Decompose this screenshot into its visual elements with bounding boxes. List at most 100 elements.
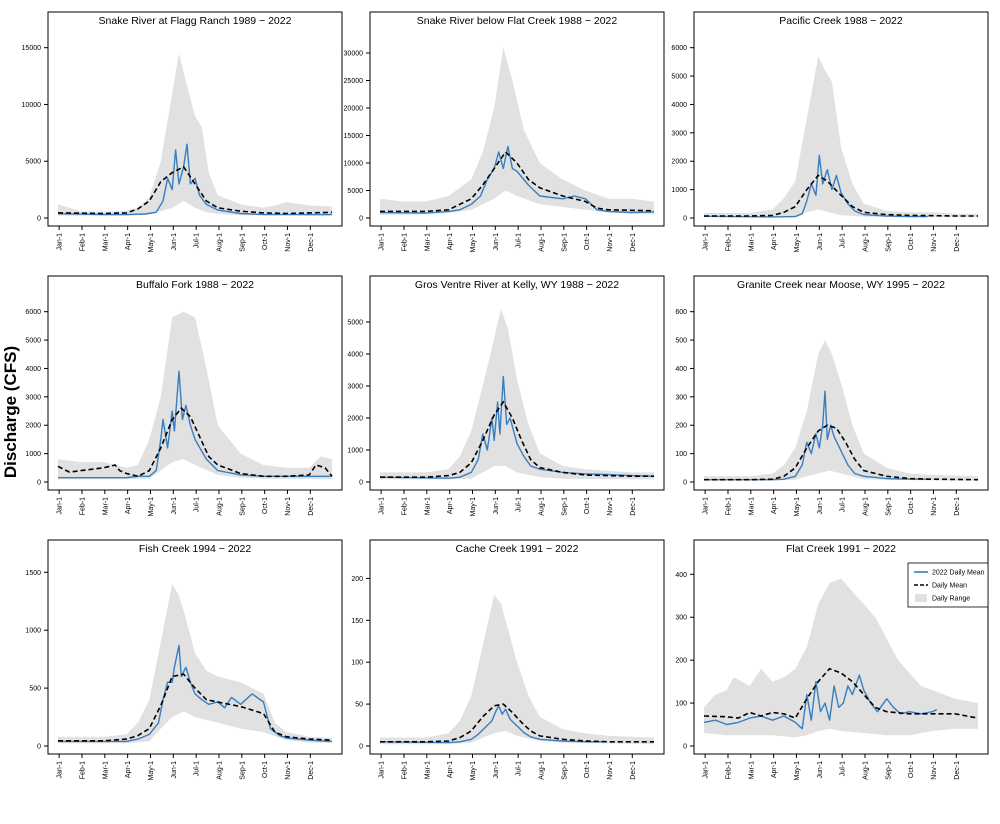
legend-label: Daily Mean	[932, 583, 967, 590]
panel-title: Pacific Creek 1988 − 2022	[779, 15, 903, 27]
series-daily-mean	[57, 165, 333, 215]
x-tick-label: Aug-1	[539, 233, 546, 252]
x-tick-label: Jan-1	[703, 761, 710, 779]
y-tick-label: 5000	[671, 74, 687, 81]
x-tick-label: Mar-1	[748, 761, 755, 779]
panel-5: Gros Ventre River at Kelly, WY 1988 − 20…	[347, 275, 665, 517]
x-tick-label: Jun-1	[493, 497, 500, 515]
y-tick-label: 20000	[344, 106, 364, 113]
legend-swatch-range	[915, 594, 927, 602]
y-tick-label: 50	[355, 702, 363, 709]
y-tick-label: 1000	[347, 448, 363, 455]
series-daily-mean	[703, 667, 979, 720]
x-tick-label: Jul-1	[194, 497, 201, 512]
x-tick-label: Jun-1	[817, 761, 824, 779]
legend-label: 2022 Daily Mean	[932, 570, 985, 577]
panel-title: Snake River at Flagg Ranch 1989 − 2022	[99, 15, 292, 27]
x-tick-label: Jul-1	[516, 233, 523, 248]
panel-frame	[47, 11, 343, 227]
x-tick-label: Aug-1	[863, 761, 870, 780]
y-tick-label: 0	[37, 480, 41, 487]
x-tick-label: Nov-1	[931, 233, 938, 252]
series-daily-mean	[57, 407, 333, 478]
x-tick-label: May-1	[470, 761, 477, 781]
panel-frame	[369, 275, 665, 491]
x-tick-label: Nov-1	[607, 233, 614, 252]
y-tick-label: 15000	[344, 133, 364, 140]
y-tick-label: 100	[675, 701, 687, 708]
y-tick-label: 0	[683, 744, 687, 751]
x-tick-label: May-1	[794, 233, 801, 253]
x-tick-label: Oct-1	[584, 233, 591, 250]
y-tick-label: 30000	[344, 51, 364, 58]
y-tick-label: 5000	[347, 320, 363, 327]
x-tick-label: Jul-1	[516, 761, 523, 776]
x-tick-label: May-1	[470, 233, 477, 253]
x-tick-label: Nov-1	[931, 761, 938, 780]
y-tick-label: 6000	[25, 309, 41, 316]
x-tick-label: Oct-1	[262, 761, 269, 778]
x-tick-label: Sep-1	[885, 497, 892, 516]
y-tick-label: 500	[675, 338, 687, 345]
y-tick-label: 0	[683, 480, 687, 487]
panel-title: Snake River below Flat Creek 1988 − 2022	[417, 15, 618, 27]
panel-title: Cache Creek 1991 − 2022	[456, 543, 579, 555]
y-tick-label: 4000	[671, 102, 687, 109]
panel-8: Cache Creek 1991 − 2022 0 50 100 150 200 Jan-1…	[351, 539, 665, 781]
y-tick-label: 150	[351, 618, 363, 625]
x-tick-label: Jul-1	[194, 233, 201, 248]
x-tick-label: Jul-1	[840, 761, 847, 776]
y-tick-label: 200	[675, 423, 687, 430]
panel-frame	[693, 275, 989, 491]
x-tick-label: Jan-1	[57, 761, 64, 779]
x-tick-label: Aug-1	[217, 497, 224, 516]
series-2022-daily-mean	[704, 390, 928, 481]
x-tick-label: Jun-1	[171, 233, 178, 251]
x-tick-label: Jan-1	[379, 233, 386, 251]
y-tick-label: 25000	[344, 78, 364, 85]
y-tick-label: 6000	[671, 45, 687, 52]
x-tick-label: Apr-1	[125, 233, 132, 250]
x-tick-label: Apr-1	[125, 761, 132, 778]
series-daily-mean	[380, 703, 654, 743]
x-tick-label: Oct-1	[908, 761, 915, 778]
x-tick-label: Dec-1	[954, 233, 961, 252]
x-tick-label: Jul-1	[840, 497, 847, 512]
panel-frame	[693, 11, 989, 227]
x-tick-label: Dec-1	[630, 497, 637, 516]
series-2022-daily-mean	[58, 644, 333, 743]
y-tick-label: 200	[351, 576, 363, 583]
x-tick-label: Dec-1	[308, 497, 315, 516]
x-tick-label: Sep-1	[885, 761, 892, 780]
x-tick-label: Nov-1	[285, 497, 292, 516]
x-tick-label: Jun-1	[817, 233, 824, 251]
y-tick-label: 3000	[347, 384, 363, 391]
x-tick-label: Apr-1	[447, 761, 454, 778]
y-tick-label: 1500	[25, 570, 41, 577]
x-tick-label: Jan-1	[57, 497, 64, 515]
daily-range-band	[704, 578, 978, 738]
x-tick-label: Sep-1	[561, 761, 568, 780]
x-tick-label: Feb-1	[726, 233, 733, 251]
x-tick-label: May-1	[148, 497, 155, 517]
y-tick-label: 100	[351, 660, 363, 667]
panel-frame	[693, 539, 989, 755]
series-2022-daily-mean	[703, 674, 938, 730]
x-tick-label: Mar-1	[748, 497, 755, 515]
y-tick-label: 3000	[25, 394, 41, 401]
daily-range-band	[380, 595, 654, 745]
y-tick-label: 2000	[671, 159, 687, 166]
y-tick-label: 600	[675, 309, 687, 316]
x-tick-label: Feb-1	[726, 761, 733, 779]
x-tick-label: Sep-1	[561, 497, 568, 516]
x-tick-label: Jun-1	[493, 233, 500, 251]
x-tick-label: May-1	[470, 497, 477, 517]
x-tick-label: Jul-1	[194, 761, 201, 776]
x-tick-label: Dec-1	[954, 497, 961, 516]
x-tick-label: Aug-1	[539, 497, 546, 516]
x-tick-label: May-1	[794, 761, 801, 781]
x-tick-label: Mar-1	[424, 233, 431, 251]
series-daily-mean	[380, 150, 655, 213]
x-tick-label: May-1	[794, 497, 801, 517]
